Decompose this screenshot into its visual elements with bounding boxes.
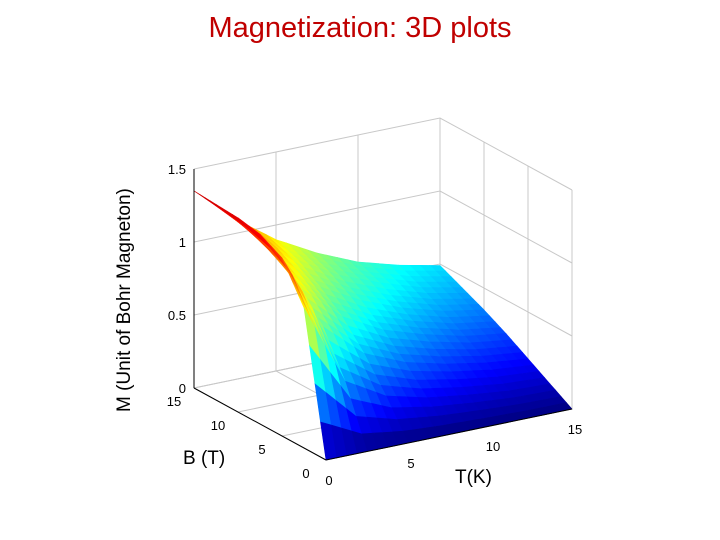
y-axis-line (193, 387, 327, 461)
grid-line-z (193, 117, 573, 191)
slide-title: Magnetization: 3D plots (208, 12, 512, 44)
z-tick-label: 1 (179, 235, 186, 250)
y-tick-label: 10 (211, 418, 225, 433)
x-axis-line (325, 408, 573, 461)
y-tick-label: 0 (302, 466, 309, 481)
z-axis-label: M (Unit of Bohr Magneton) (114, 188, 135, 412)
x-tick-label: 10 (486, 439, 500, 454)
z-tick-label: 1.5 (168, 162, 186, 177)
y-tick-label: 15 (167, 394, 181, 409)
z-tick-label: 0 (179, 381, 186, 396)
x-tick-label: 0 (325, 473, 332, 488)
surface-mesh (193, 190, 573, 461)
y-axis-label: B (T) (183, 448, 225, 469)
y-tick-label: 5 (258, 442, 265, 457)
axis-lines (193, 169, 573, 461)
x-tick-label: 15 (568, 422, 582, 437)
z-tick-label: 0.5 (168, 308, 186, 323)
x-axis-label: T(K) (455, 467, 492, 488)
x-tick-label: 5 (407, 456, 414, 471)
